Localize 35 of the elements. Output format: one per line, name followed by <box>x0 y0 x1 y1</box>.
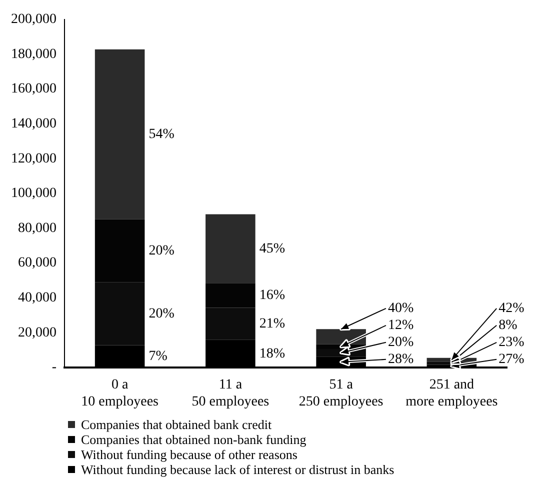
y-tick-label: 40,000 <box>18 290 56 306</box>
annotation: 42% <box>498 301 525 316</box>
annotation: 54% <box>148 127 175 142</box>
y-tick-label: 100,000 <box>11 186 56 202</box>
x-tick-label: 51 a 250 employees <box>298 377 384 410</box>
x-tick-label: 11 a 50 employees <box>192 377 270 410</box>
legend-label: Companies that obtained non-bank funding <box>81 432 306 447</box>
annotation: 16% <box>259 288 286 304</box>
y-tick-label: 140,000 <box>11 116 56 132</box>
x-tick-label: 0 a 10 employees <box>81 377 158 410</box>
y-tick-label: 120,000 <box>11 151 56 166</box>
x-tick-label: 251 and more employees <box>406 377 498 410</box>
annotation: 20% <box>388 335 414 350</box>
y-tick-label: 20,000 <box>18 325 56 340</box>
y-tick-label: 200,000 <box>11 12 56 28</box>
annotation: 7% <box>148 349 168 364</box>
annotation: 45% <box>259 241 286 256</box>
annotation: 8% <box>498 318 518 334</box>
annotation: 21% <box>259 316 286 332</box>
y-tick-label: 80,000 <box>18 220 56 236</box>
y-tick-label: 180,000 <box>11 46 56 62</box>
annotation: 23% <box>498 335 525 350</box>
y-tick-label: 160,000 <box>11 82 56 97</box>
annotation: 20% <box>148 306 175 322</box>
annotation: 20% <box>148 243 175 258</box>
annotation: 27% <box>498 352 525 368</box>
y-tick-label: - <box>52 360 57 376</box>
legend-label: Without funding because of other reasons <box>81 447 298 462</box>
y-tick-label: 60,000 <box>18 256 56 271</box>
legend-label: Without funding because lack of interest or distrust in banks <box>81 462 394 477</box>
annotation: 40% <box>388 301 414 316</box>
annotation: 18% <box>259 346 286 362</box>
annotation: 12% <box>388 318 414 334</box>
annotation: 28% <box>388 352 414 368</box>
legend-label: Companies that obtained bank credit <box>81 417 272 432</box>
